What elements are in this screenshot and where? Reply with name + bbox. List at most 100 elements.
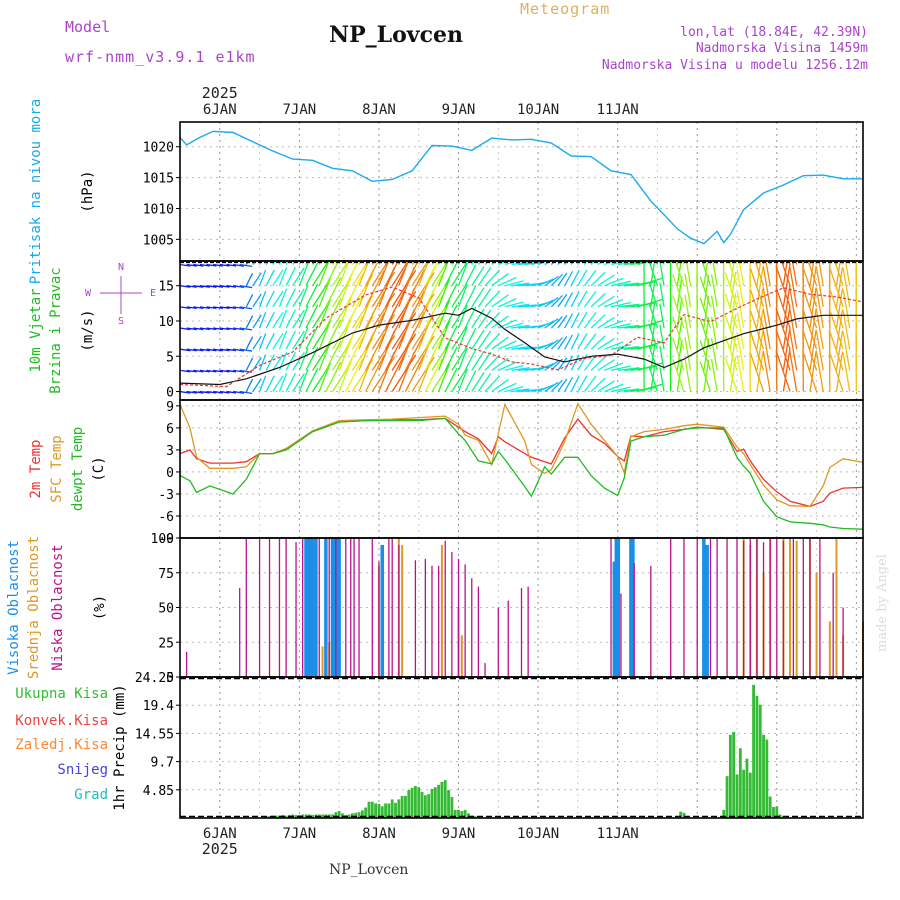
- wind-barb: [272, 290, 284, 308]
- wind-barb: [193, 285, 204, 288]
- wind-barb: [265, 261, 269, 265]
- wind-barb: [710, 274, 718, 307]
- wind-barb: [245, 357, 254, 371]
- wind-barb: [756, 267, 764, 307]
- wind-barb: [577, 332, 588, 350]
- high-cloud-bar: [702, 538, 706, 677]
- wind-barb: [451, 369, 467, 392]
- wind-barb: [699, 276, 712, 308]
- wind-barb: [604, 341, 624, 350]
- wind-barb: [672, 358, 685, 392]
- wind-barb: [809, 308, 817, 350]
- wind-barb: [285, 330, 296, 350]
- wind-barb: [252, 314, 262, 329]
- y-tick-label: 9: [166, 400, 174, 415]
- wind-barb: [648, 367, 659, 392]
- wind-barb: [351, 261, 356, 265]
- wind-barb: [418, 261, 430, 286]
- wind-barb: [610, 280, 631, 287]
- wind-barb: [193, 327, 204, 331]
- wind-barb: [762, 329, 771, 371]
- wind-barb: [583, 290, 597, 308]
- wind-barb: [637, 362, 664, 371]
- wind-barb: [604, 362, 624, 371]
- wind-barb: [835, 288, 844, 329]
- wind-barb: [590, 314, 606, 329]
- compass-label: N: [118, 262, 124, 273]
- low-cloud-bar: [444, 540, 446, 677]
- wind-barb: [791, 261, 798, 286]
- wind-barb: [451, 264, 467, 287]
- wind-barb: [180, 348, 191, 352]
- total-precip-bar: [337, 811, 341, 818]
- wind-barb: [604, 261, 616, 266]
- total-precip-bar: [433, 787, 437, 818]
- wind-barb: [265, 354, 275, 371]
- temperature-panel: [179, 402, 864, 530]
- wind-barb: [206, 348, 217, 352]
- grid-lines: [180, 122, 863, 818]
- wind-barb: [384, 261, 399, 286]
- mid-cloud-bar: [321, 646, 324, 677]
- axis-labels: 6JAN 6JAN 7JAN 7JAN 8JAN 8JAN 9JAN 9JAN 10JAN 10J…: [6, 84, 639, 858]
- wind-barb: [325, 277, 342, 308]
- wind-barb: [199, 327, 210, 331]
- wind-barb: [684, 358, 692, 392]
- wind-barb: [298, 347, 309, 371]
- wind-barb: [213, 327, 224, 331]
- low-cloud-bar: [620, 593, 622, 677]
- year-label-top: 2025: [202, 84, 238, 102]
- high-cloud-bar: [310, 538, 315, 677]
- total-precip-bar: [374, 803, 378, 818]
- wind-barb: [484, 269, 501, 287]
- high-cloud-bar: [705, 544, 709, 677]
- y-tick-label: 6: [166, 422, 174, 437]
- wind-barb: [590, 356, 606, 371]
- wind-barb: [504, 261, 521, 266]
- wind-barb: [404, 261, 408, 265]
- date-tick-top: 8JAN: [362, 102, 396, 118]
- total-precip-bar: [735, 774, 739, 818]
- wind-barb: [676, 261, 679, 265]
- total-precip-bar: [413, 786, 417, 818]
- wind-barb: [424, 274, 443, 308]
- wind-barb: [550, 295, 563, 308]
- wind-barb: [451, 327, 467, 350]
- total-precip-bar: [294, 815, 298, 818]
- total-precip-bar: [453, 809, 457, 818]
- wind-barb: [775, 350, 791, 392]
- y-tick-label: 0: [166, 386, 174, 401]
- wind-barb: [557, 314, 568, 329]
- wind-barb: [226, 285, 237, 288]
- wind-barb: [411, 272, 435, 308]
- wind-barb: [788, 265, 798, 307]
- low-cloud-bar: [268, 538, 271, 677]
- wind-barb: [590, 271, 606, 287]
- wind-barb: [371, 271, 396, 308]
- total-precip-bar: [778, 814, 782, 818]
- wind-barb: [252, 378, 262, 392]
- wind-barb: [829, 311, 844, 350]
- wind-barb: [305, 368, 319, 392]
- wind-barb: [659, 303, 665, 329]
- wind-barb: [272, 354, 284, 371]
- model-label: Model: [65, 18, 111, 36]
- wind-barb: [729, 261, 732, 265]
- wind-barb: [835, 267, 844, 307]
- low-cloud-bar: [776, 538, 778, 677]
- wind-barb: [550, 337, 563, 350]
- wind-barb: [724, 272, 738, 308]
- wind-barb: [802, 310, 818, 350]
- wind-barb: [193, 306, 204, 310]
- wind-barb: [206, 390, 217, 394]
- wind-barb: [782, 348, 791, 392]
- wind-barb: [544, 318, 559, 329]
- wind-barb: [684, 337, 692, 371]
- wind-barb: [265, 290, 275, 308]
- wind-barb: [471, 266, 485, 287]
- wind-barb: [213, 390, 224, 394]
- low-cloud-bar: [507, 600, 509, 677]
- wind-barb: [583, 269, 597, 287]
- wind-barb: [491, 273, 509, 287]
- wind-barb: [239, 263, 253, 268]
